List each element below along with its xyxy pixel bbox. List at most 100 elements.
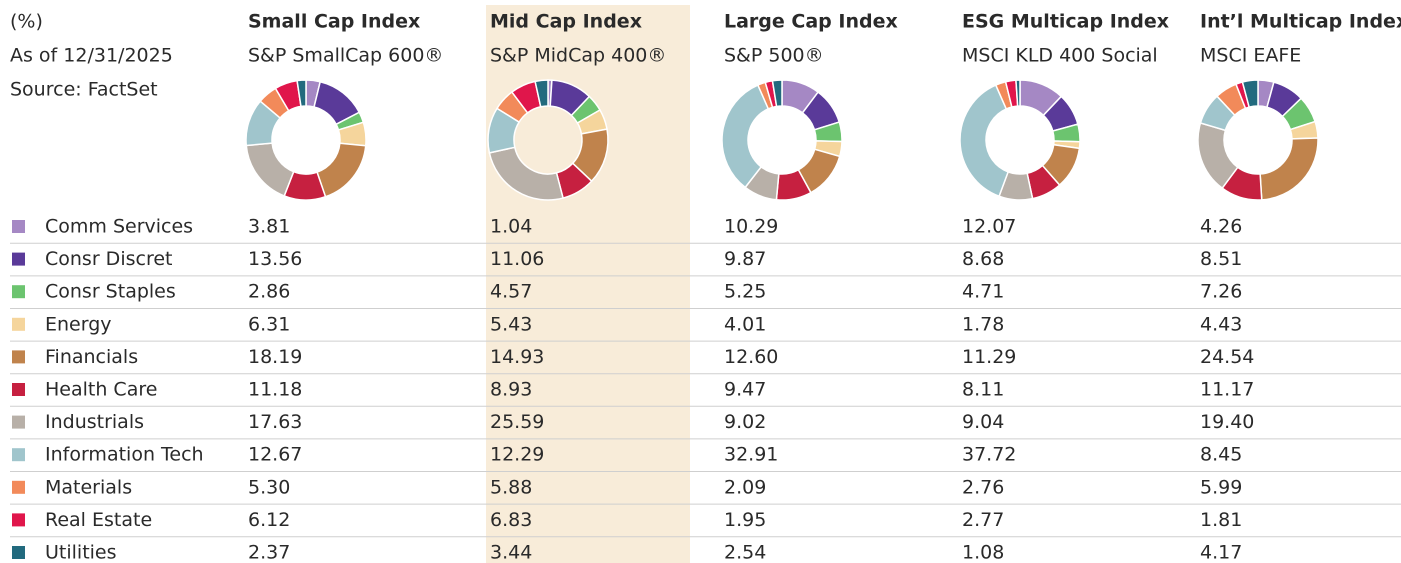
cell-value: 1.04 [490,216,532,238]
cell-value: 11.29 [962,346,1016,368]
cell-value: 5.43 [490,313,532,335]
cell-value: 9.02 [724,411,766,433]
cell-value: 2.77 [962,509,1004,531]
cell-value: 5.99 [1200,476,1242,498]
index-name: MSCI KLD 400 Social [962,45,1158,67]
cell-value: 11.17 [1200,379,1254,401]
cell-value: 1.78 [962,313,1004,335]
cell-value: 11.06 [490,248,544,270]
cell-value: 14.93 [490,346,544,368]
sector-name: Consr Staples [45,281,176,303]
donut-segment [959,84,1010,198]
cell-value: 3.44 [490,542,532,563]
cell-value: 5.88 [490,476,532,498]
legend-swatch [12,480,25,494]
legend-swatch [12,383,25,396]
cell-value: 12.67 [248,444,302,466]
cell-value: 6.83 [490,509,532,531]
cell-value: 8.93 [490,379,532,401]
cell-value: 4.01 [724,313,766,335]
column-title: Small Cap Index [248,11,420,33]
sector-name: Energy [45,313,112,335]
legend-swatch [12,220,25,233]
header-note: (%) [10,11,43,33]
cell-value: 18.19 [248,346,302,368]
legend-swatch [12,317,25,331]
donut-segment [1259,137,1319,201]
donut-segment [245,142,295,197]
legend-swatch [12,350,25,364]
cell-value: 2.86 [248,281,290,303]
sector-name: Utilities [45,542,117,563]
index-name: S&P 500® [724,45,824,67]
sector-name: Industrials [45,411,144,433]
cell-value: 2.54 [724,542,766,563]
cell-value: 3.81 [248,216,290,238]
sector-name: Comm Services [45,216,193,238]
cell-value: 2.76 [962,476,1004,498]
sector-name: Real Estate [45,509,152,531]
legend-swatch [12,546,25,559]
donut-segment [771,79,783,108]
index-name: MSCI EAFE [1200,45,1301,67]
cell-value: 24.54 [1200,346,1254,368]
column-title: Mid Cap Index [490,11,642,33]
cell-value: 19.40 [1200,411,1254,433]
cell-value: 9.47 [724,379,766,401]
index-name: S&P SmallCap 600® [248,45,443,67]
donut-segment [534,79,549,108]
header-note: Source: FactSet [10,79,158,101]
cell-value: 11.18 [248,379,302,401]
cell-value: 12.07 [962,216,1016,238]
cell-value: 9.04 [962,411,1004,433]
sector-name: Information Tech [45,444,204,466]
legend-swatch [12,513,25,527]
donut-segment [1241,79,1259,109]
cell-value: 5.25 [724,281,766,303]
cell-value: 7.26 [1200,281,1242,303]
cell-value: 5.30 [248,476,290,498]
donut-segment [296,79,307,108]
cell-value: 4.57 [490,281,532,303]
cell-value: 10.29 [724,216,778,238]
legend-swatch [12,252,25,266]
cell-value: 4.43 [1200,313,1242,335]
cell-value: 13.56 [248,248,302,270]
cell-value: 12.60 [724,346,778,368]
donut-segment [316,142,367,198]
cell-value: 4.71 [962,281,1004,303]
sector-name: Materials [45,476,132,498]
column-title: Int’l Multicap Index [1200,11,1401,33]
donut-segment [1015,79,1021,107]
cell-value: 37.72 [962,444,1016,466]
cell-value: 12.29 [490,444,544,466]
index-name: S&P MidCap 400® [490,45,666,67]
column-title: ESG Multicap Index [962,11,1169,33]
cell-value: 4.26 [1200,216,1242,238]
cell-value: 9.87 [724,248,766,270]
donut-segment [721,84,770,189]
cell-value: 25.59 [490,411,544,433]
header-note: As of 12/31/2025 [10,45,173,67]
legend-swatch [12,285,25,299]
column-title: Large Cap Index [724,11,898,33]
sector-name: Health Care [45,379,157,401]
legend-swatch [12,415,25,429]
cell-value: 1.95 [724,509,766,531]
cell-value: 1.08 [962,542,1004,563]
cell-value: 32.91 [724,444,778,466]
cell-value: 17.63 [248,411,302,433]
cell-value: 8.11 [962,379,1004,401]
cell-value: 6.31 [248,313,290,335]
cell-value: 4.17 [1200,542,1242,563]
cell-value: 1.81 [1200,509,1242,531]
cell-value: 8.68 [962,248,1004,270]
cell-value: 6.12 [248,509,290,531]
sector-name: Consr Discret [45,248,172,270]
cell-value: 8.51 [1200,248,1242,270]
cell-value: 8.45 [1200,444,1242,466]
cell-value: 2.37 [248,542,290,563]
cell-value: 2.09 [724,476,766,498]
legend-swatch [12,448,25,462]
